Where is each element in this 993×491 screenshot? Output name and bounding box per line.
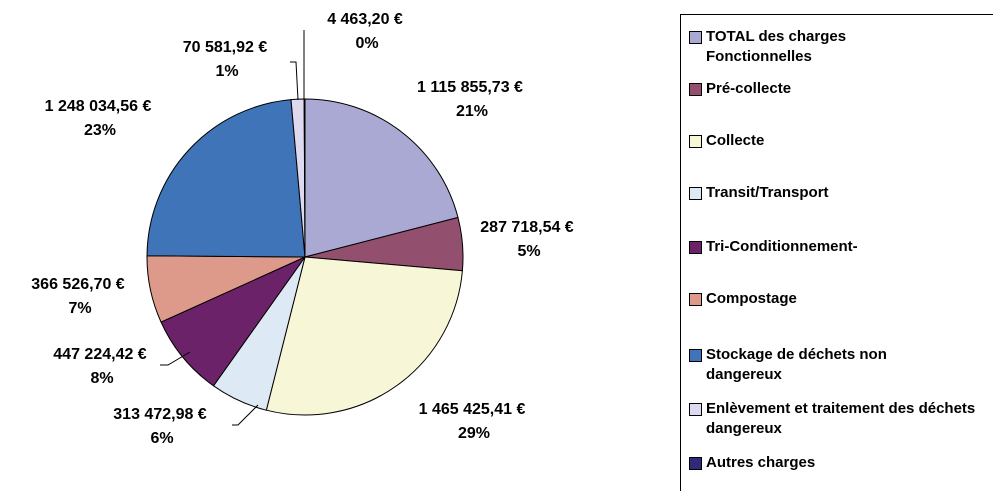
percent-label: 23%	[84, 122, 116, 139]
value-label: 1 465 425,41 €	[419, 401, 526, 418]
legend-swatch	[689, 403, 702, 416]
value-label: 366 526,70 €	[31, 276, 125, 293]
data-label: 70 581,92 € 1%	[183, 39, 268, 80]
percent-label: 1%	[215, 63, 238, 80]
value-label: 447 224,42 €	[53, 346, 147, 363]
value-label: 4 463,20 €	[327, 11, 403, 28]
legend-swatch	[689, 293, 702, 306]
percent-label: 21%	[456, 103, 488, 120]
slice	[265, 256, 463, 416]
percent-label: 29%	[458, 425, 490, 442]
legend-entry: Compostage	[689, 289, 906, 309]
legend-label: Pré-collecte	[706, 80, 792, 97]
value-label: 1 115 855,73 €	[417, 79, 523, 96]
data-label: 447 224,42 € 8%	[53, 346, 147, 387]
legend-label: Compostage	[706, 290, 797, 307]
percent-label: 0%	[355, 35, 378, 52]
legend-entry: Enlèvement et traitement des déchets dan…	[689, 399, 986, 439]
legend-swatch	[689, 241, 702, 254]
value-label: 287 718,54 €	[480, 219, 574, 236]
legend-swatch	[689, 187, 702, 200]
legend-label: Transit/Transport	[706, 184, 829, 201]
legend-entry: Collecte	[689, 131, 906, 151]
value-label: 1 248 034,56 €	[45, 98, 152, 115]
legend-swatch	[689, 349, 702, 362]
slice	[146, 99, 306, 258]
legend-swatch	[689, 135, 702, 148]
legend-swatch	[689, 31, 702, 44]
value-label: 313 472,98 €	[113, 406, 207, 423]
legend-label: Collecte	[706, 132, 765, 149]
data-label: 287 718,54 € 5%	[480, 219, 574, 260]
data-label: 366 526,70 € 7%	[31, 276, 125, 317]
leader-line	[160, 351, 191, 366]
legend-label: Autres charges	[706, 454, 816, 471]
percent-label: 7%	[68, 300, 91, 317]
slices	[146, 98, 464, 416]
leader-lines	[160, 30, 305, 426]
percent-label: 5%	[517, 243, 540, 260]
legend-entry: Tri-Conditionnement-	[689, 237, 906, 257]
legend-entry: Pré-collecte	[689, 79, 906, 99]
legend-label: Stockage de déchets non dangereux	[706, 346, 887, 383]
data-label: 1 465 425,41 € 29%	[419, 401, 526, 442]
legend: TOTAL des charges Fonctionnelles Pré-coll…	[680, 14, 993, 491]
legend-swatch	[689, 457, 702, 470]
data-label: 313 472,98 € 6%	[113, 406, 207, 447]
slice	[303, 98, 306, 258]
legend-entry: Stockage de déchets non dangereux	[689, 345, 906, 385]
legend-label: TOTAL des charges Fonctionnelles	[706, 28, 847, 65]
legend-entry: Transit/Transport	[689, 183, 906, 203]
leader-line	[232, 404, 259, 426]
pie-area: 1 115 855,73 € 21% 287 718,54 € 5% 1 465 425…	[31, 11, 574, 447]
legend-label: Enlèvement et traitement des déchets dan…	[706, 400, 976, 437]
data-label: 1 115 855,73 € 21%	[417, 79, 523, 120]
legend-entry: Autres charges	[689, 453, 906, 473]
legend-entry: TOTAL des charges Fonctionnelles	[689, 27, 906, 67]
slice	[304, 98, 459, 258]
data-label: 4 463,20 € 0%	[327, 11, 403, 52]
percent-label: 8%	[90, 370, 113, 387]
data-label: 1 248 034,56 € 23%	[45, 98, 152, 139]
value-label: 70 581,92 €	[183, 39, 268, 56]
percent-label: 6%	[150, 430, 173, 447]
leader-line	[290, 61, 299, 101]
legend-swatch	[689, 83, 702, 96]
legend-label: Tri-Conditionnement-	[706, 238, 858, 255]
